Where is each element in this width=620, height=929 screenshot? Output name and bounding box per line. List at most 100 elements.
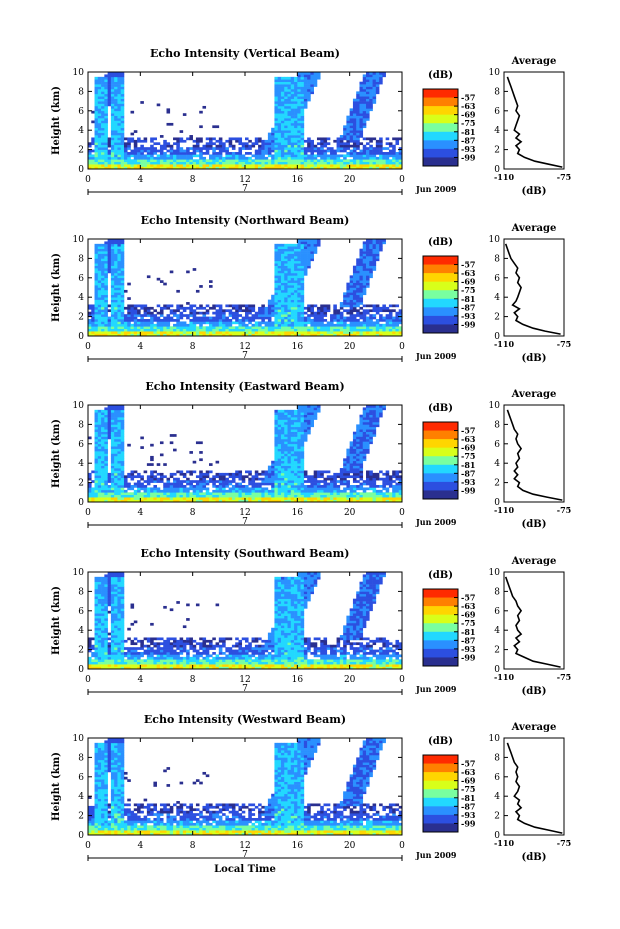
heatmap-cell	[303, 475, 308, 479]
heatmap-cell	[235, 475, 239, 479]
heatmap-cell	[294, 142, 298, 146]
heatmap-cell	[392, 323, 396, 327]
heatmap-cell	[277, 316, 282, 320]
heatmap-cell	[114, 489, 118, 493]
colorbar-swatch	[423, 157, 458, 167]
heatmap-cell	[114, 333, 118, 337]
colorbar-swatch	[423, 140, 458, 150]
heatmap-cell	[300, 434, 305, 437]
heatmap-cell	[310, 72, 314, 75]
heatmap-cell	[320, 142, 324, 146]
heatmap-cell	[290, 144, 295, 148]
heatmap-cell	[398, 152, 403, 155]
heatmap-cell	[156, 321, 161, 325]
y-tick-label: 8	[78, 87, 84, 97]
heatmap-cell	[297, 115, 301, 119]
heatmap-cell	[245, 326, 249, 330]
heatmap-cell	[176, 137, 180, 141]
heatmap-cell	[94, 282, 99, 286]
heatmap-cell	[362, 328, 367, 332]
heatmap-cell	[362, 93, 367, 97]
avg-y-tick-label: 4	[494, 293, 500, 303]
chart-title: Echo Intensity (Northward Beam)	[141, 214, 350, 227]
colorbar-label: -93	[461, 144, 476, 154]
heatmap-cell	[280, 306, 285, 310]
heatmap-cell	[359, 258, 364, 262]
heatmap-cell	[277, 451, 282, 454]
heatmap-cell	[127, 482, 131, 486]
heatmap-cell	[294, 154, 298, 158]
heatmap-cell	[375, 251, 380, 254]
heatmap-cell	[173, 159, 177, 163]
heatmap-cell	[280, 265, 285, 269]
heatmap-cell	[375, 321, 380, 325]
heatmap-cell	[284, 101, 288, 104]
heatmap-cell	[277, 480, 282, 483]
heatmap-cell	[294, 258, 298, 262]
heatmap-cell	[277, 497, 282, 500]
heatmap-cell	[251, 306, 256, 310]
heatmap-cell	[290, 465, 295, 469]
heatmap-cell	[235, 137, 239, 141]
heatmap-cell	[235, 487, 239, 491]
heatmap-cell	[287, 118, 292, 121]
heatmap-cell	[258, 309, 262, 313]
heatmap-cell	[94, 297, 99, 300]
heatmap-cell	[271, 311, 275, 315]
heatmap-cell	[343, 127, 347, 131]
heatmap-cell	[366, 156, 370, 160]
heatmap-cell	[97, 294, 102, 298]
heatmap-cell	[104, 421, 108, 425]
heatmap-cell	[150, 321, 154, 325]
heatmap-cell	[222, 142, 226, 146]
heatmap-cell	[120, 110, 125, 114]
heatmap-cell	[104, 253, 108, 257]
colorbar-swatch	[423, 256, 458, 265]
heatmap-cell	[307, 314, 311, 317]
heatmap-cell	[101, 164, 105, 167]
heatmap-cell	[300, 316, 305, 320]
heatmap-cell	[94, 465, 99, 469]
heatmap-cell	[284, 81, 288, 85]
heatmap-cell	[274, 443, 279, 447]
heatmap-cell	[163, 144, 167, 148]
heatmap-cell	[120, 455, 125, 459]
heatmap-cell	[215, 309, 220, 313]
heatmap-cell	[163, 304, 167, 308]
heatmap-cell	[179, 326, 184, 330]
heatmap-cell	[117, 139, 122, 143]
heatmap-cell	[274, 424, 279, 428]
heatmap-cell	[117, 412, 122, 415]
heatmap-cell	[320, 159, 324, 163]
heatmap-cell	[294, 434, 298, 437]
heatmap-cell	[258, 159, 262, 163]
heatmap-cell	[297, 326, 301, 330]
heatmap-cell	[110, 135, 115, 138]
heatmap-cell	[392, 333, 396, 337]
heatmap-cell	[297, 93, 301, 97]
heatmap-cell	[297, 480, 301, 483]
heatmap-cell	[94, 419, 99, 423]
heatmap-cell	[303, 407, 308, 411]
heatmap-cell	[228, 328, 233, 332]
heatmap-cell	[120, 414, 125, 418]
heatmap-cell	[280, 253, 285, 257]
heatmap-cell	[182, 480, 187, 483]
heatmap-cell	[101, 482, 105, 486]
heatmap-cell	[176, 149, 180, 153]
heatmap-cell	[133, 475, 138, 479]
heatmap-cell	[120, 289, 125, 293]
heatmap-cell	[366, 255, 370, 259]
heatmap-cell	[388, 304, 393, 308]
heatmap-cell	[261, 149, 265, 153]
heatmap-cell	[94, 412, 99, 415]
heatmap-cell	[173, 166, 177, 170]
heatmap-cell	[218, 316, 223, 320]
heatmap-cell	[104, 255, 108, 259]
heatmap-cell	[101, 443, 105, 447]
heatmap-cell	[120, 142, 125, 146]
heatmap-cell	[192, 485, 197, 488]
heatmap-cell	[101, 105, 105, 109]
heatmap-cell	[189, 319, 193, 322]
heatmap-cell	[294, 110, 298, 114]
